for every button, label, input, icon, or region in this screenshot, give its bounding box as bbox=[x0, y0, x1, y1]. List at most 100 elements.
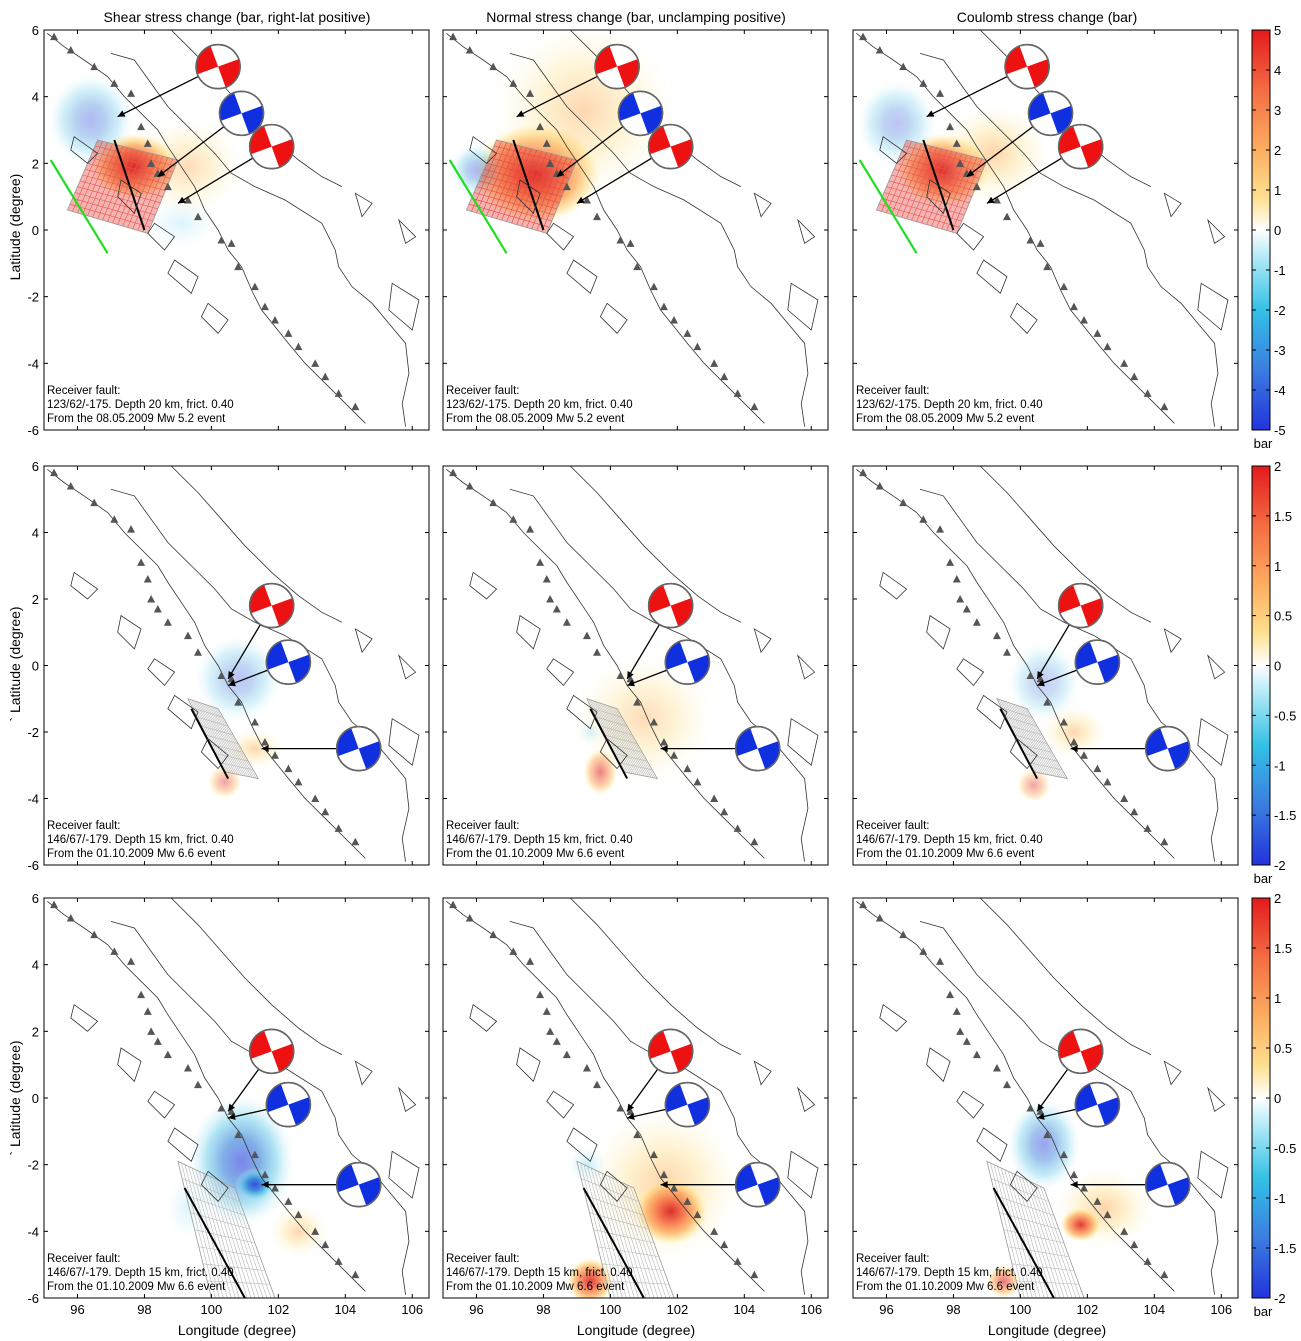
fault-trace bbox=[589, 708, 629, 780]
volcano-marker bbox=[693, 342, 702, 351]
volcano-marker bbox=[693, 1210, 702, 1219]
volcano-marker bbox=[720, 807, 729, 816]
volcano-marker bbox=[952, 575, 961, 583]
volcano-marker bbox=[137, 558, 146, 566]
receiver-fault-annotation: Receiver fault: 146/67/-179. Depth 15 km,… bbox=[47, 1253, 234, 1293]
colorbar-tick-label: -0.5 bbox=[1274, 708, 1296, 723]
volcano-marker bbox=[626, 239, 635, 247]
volcano-marker bbox=[110, 947, 119, 955]
x-tick-label: 106 bbox=[401, 1302, 423, 1317]
volcano-marker bbox=[183, 631, 192, 640]
volcano-marker bbox=[234, 262, 243, 271]
stress-lobe bbox=[1040, 705, 1108, 759]
volcano-marker bbox=[234, 698, 243, 706]
x-tick-label: 100 bbox=[600, 1302, 622, 1317]
focal-mechanisms bbox=[926, 43, 1104, 204]
focal-mechanism-blue bbox=[617, 90, 664, 137]
volcano-marker bbox=[1130, 1240, 1139, 1249]
volcano-marker bbox=[1026, 671, 1035, 679]
map-panels: -6 -4 -2 0 2 4 6 Receiver fault: 123/62/-175. De… bbox=[27, 23, 1239, 1317]
axis-ticks: 96 98 100 102 104 106 bbox=[853, 897, 1238, 1317]
rupture-grid bbox=[986, 1160, 1085, 1298]
annotation-line: From the 01.10.2009 Mw 6.6 event bbox=[856, 848, 1035, 860]
colorbar-tick-label: 4 bbox=[1274, 63, 1281, 78]
volcano-marker bbox=[449, 900, 458, 909]
annotation-line: 146/67/-179. Depth 15 km, frict. 0.40 bbox=[856, 1267, 1043, 1279]
volcano-marker bbox=[143, 1007, 152, 1015]
volcano-marker bbox=[1043, 1130, 1052, 1139]
volcano-marker bbox=[489, 930, 498, 939]
trench-line bbox=[49, 159, 109, 254]
volcano-marker bbox=[972, 1050, 981, 1059]
volcano-marker bbox=[1003, 1080, 1011, 1089]
axis-ticks bbox=[443, 465, 828, 866]
receiver-fault-annotation: Receiver fault: 146/67/-179. Depth 15 km,… bbox=[446, 1253, 633, 1293]
volcano-marker bbox=[720, 372, 729, 381]
volcano-marker bbox=[733, 824, 742, 832]
colorbars: 543210-1-2-3-4-5bar21.510.50-0.5-1-1.5-2… bbox=[1251, 23, 1296, 1319]
focal-mechanism-blue bbox=[1144, 1161, 1191, 1208]
volcano-marker bbox=[859, 468, 868, 477]
axis-ticks bbox=[443, 29, 828, 431]
volcano-marker bbox=[509, 947, 518, 955]
volcano-marker bbox=[153, 604, 162, 613]
focal-mechanism-blue bbox=[1144, 725, 1191, 772]
annotation-line: Receiver fault: bbox=[856, 820, 930, 832]
volcano-marker bbox=[659, 737, 668, 746]
volcano-marker bbox=[582, 631, 591, 640]
volcano-marker bbox=[311, 1227, 320, 1235]
volcano-marker bbox=[260, 1170, 269, 1179]
colorbar-tick-label: -1 bbox=[1274, 758, 1286, 773]
volcano-marker bbox=[616, 1104, 625, 1112]
y-tick-label: -2 bbox=[27, 290, 39, 305]
volcano-marker bbox=[1130, 372, 1139, 381]
y-tick-label: -2 bbox=[27, 725, 39, 740]
volcano-marker bbox=[143, 575, 152, 583]
y-axis-label-row2: ` Latitude (degree) bbox=[7, 606, 23, 721]
colorbar-tick-label: 0 bbox=[1274, 223, 1281, 238]
volcano-marker bbox=[509, 515, 518, 523]
focal-arrow bbox=[227, 1068, 260, 1112]
receiver-fault-annotation: Receiver fault: 146/67/-179. Depth 15 km,… bbox=[856, 820, 1043, 860]
stress-lobe bbox=[164, 1174, 212, 1242]
volcano-marker bbox=[626, 1107, 635, 1115]
annotation-line: From the 01.10.2009 Mw 6.6 event bbox=[47, 1281, 226, 1293]
volcano-marker bbox=[526, 89, 535, 97]
volcano-marker bbox=[1093, 1197, 1102, 1205]
volcano-marker bbox=[217, 671, 226, 679]
column-title-normal: Normal stress change (bar, unclamping po… bbox=[486, 9, 786, 25]
stress-lobe bbox=[194, 635, 282, 723]
volcano-marker bbox=[670, 316, 678, 324]
focal-mechanism-blue bbox=[265, 639, 312, 685]
x-tick-label: 102 bbox=[666, 1302, 688, 1317]
volcano-marker bbox=[1093, 764, 1102, 773]
volcano-marker bbox=[1026, 1104, 1035, 1112]
colorbar-tick-label: 0.5 bbox=[1274, 609, 1292, 624]
volcano-marker bbox=[194, 212, 202, 221]
volcano-marker bbox=[1036, 239, 1045, 247]
volcano-marker bbox=[936, 89, 945, 97]
volcano-marker bbox=[66, 481, 75, 490]
x-axis-labels: Longitude (degree) Longitude (degree) Lo… bbox=[178, 1322, 1106, 1338]
fault-trace bbox=[512, 139, 545, 231]
focal-mechanism-blue bbox=[335, 725, 382, 772]
volcano-marker bbox=[962, 1037, 971, 1045]
volcano-marker bbox=[1036, 1107, 1045, 1115]
volcano-marker bbox=[546, 159, 555, 167]
focal-arrow bbox=[966, 126, 1034, 178]
focal-arrow bbox=[227, 624, 261, 680]
volcano-marker bbox=[1093, 329, 1102, 337]
volcano-marker bbox=[542, 139, 551, 147]
colorbar-tick-label: -3 bbox=[1274, 343, 1286, 358]
annotation-line: From the 08.05.2009 Mw 5.2 event bbox=[446, 413, 625, 425]
rupture-grid bbox=[187, 698, 260, 780]
fault-trace bbox=[190, 708, 230, 780]
volcano-marker bbox=[720, 1240, 729, 1249]
volcano-marker bbox=[972, 618, 981, 626]
volcano-marker bbox=[750, 1270, 759, 1279]
y-tick-label: 2 bbox=[32, 1024, 39, 1039]
volcano-marker bbox=[250, 718, 259, 726]
volcano-marker bbox=[227, 1107, 236, 1115]
stress-lobe bbox=[566, 1144, 608, 1185]
column-titles: Shear stress change (bar, right-lat posi… bbox=[104, 9, 1138, 25]
